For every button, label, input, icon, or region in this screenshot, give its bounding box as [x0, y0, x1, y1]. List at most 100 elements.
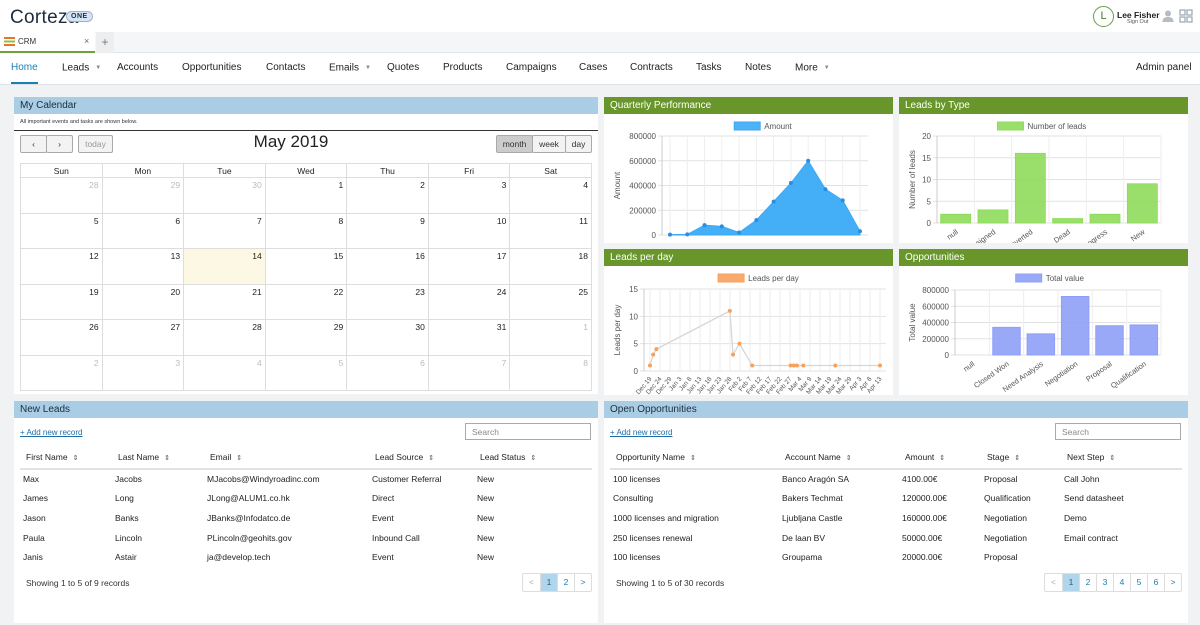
page-prev-button[interactable]: <: [1051, 577, 1056, 587]
calendar-day[interactable]: 27: [101, 319, 185, 356]
calendar-day[interactable]: 28: [20, 177, 103, 214]
nav-home[interactable]: Home: [11, 53, 38, 84]
prev-month-button[interactable]: ‹: [20, 135, 47, 153]
account-link[interactable]: Ljubljana Castle: [782, 512, 843, 523]
calendar-day-today[interactable]: 14: [183, 248, 266, 285]
sort-icon[interactable]: ⇕: [689, 454, 696, 462]
calendar-day[interactable]: 5: [264, 354, 348, 391]
calendar-day[interactable]: 30: [183, 177, 266, 214]
calendar-day[interactable]: 10: [427, 212, 511, 249]
page-button[interactable]: 6: [1147, 574, 1164, 591]
column-header[interactable]: First Name ⇕: [20, 445, 112, 470]
add-lead-button[interactable]: + Add new record: [20, 428, 83, 437]
calendar-day[interactable]: 17: [427, 248, 511, 285]
page-button[interactable]: 2: [557, 574, 574, 591]
day-view-button[interactable]: day: [565, 135, 592, 153]
calendar-day[interactable]: 31: [427, 319, 511, 356]
sort-icon[interactable]: ⇕: [1109, 454, 1116, 462]
column-header[interactable]: Lead Status ⇕: [474, 445, 592, 470]
nav-contracts[interactable]: Contracts: [630, 53, 673, 84]
sign-out-link[interactable]: Sign Out: [1127, 19, 1149, 25]
add-opportunity-button[interactable]: + Add new record: [610, 428, 673, 437]
calendar-day[interactable]: 22: [264, 283, 348, 320]
nav-tasks[interactable]: Tasks: [696, 53, 722, 84]
nav-accounts[interactable]: Accounts: [117, 53, 158, 84]
calendar-day[interactable]: 3: [101, 354, 185, 391]
column-header[interactable]: Account Name ⇕: [779, 445, 899, 470]
nav-contacts[interactable]: Contacts: [266, 53, 305, 84]
page-button[interactable]: 4: [1113, 574, 1130, 591]
page-button[interactable]: 2: [1079, 574, 1096, 591]
calendar-day[interactable]: 15: [264, 248, 348, 285]
page-button[interactable]: 1: [1062, 574, 1079, 591]
calendar-day[interactable]: 29: [101, 177, 185, 214]
calendar-day[interactable]: 7: [183, 212, 266, 249]
calendar-day[interactable]: 20: [101, 283, 185, 320]
calendar-day[interactable]: 2: [20, 354, 103, 391]
table-row[interactable]: Jason Banks JBanks@Infodatco.de Event New: [20, 508, 592, 528]
calendar-day[interactable]: 1: [264, 177, 348, 214]
tab-close-icon[interactable]: ×: [84, 36, 90, 46]
column-header[interactable]: Last Name ⇕: [112, 445, 204, 470]
table-row[interactable]: 250 licenses renewal De laan BV 50000.00€ N…: [610, 528, 1182, 548]
add-tab-button[interactable]: +: [96, 32, 114, 53]
calendar-day[interactable]: 18: [509, 248, 592, 285]
calendar-day[interactable]: 9: [346, 212, 429, 249]
nav-quotes[interactable]: Quotes: [387, 53, 419, 84]
calendar-day[interactable]: 6: [346, 354, 429, 391]
sort-icon[interactable]: ⇕: [236, 454, 243, 462]
table-row[interactable]: Consulting Bakers Techmat 120000.00€ Qualif…: [610, 489, 1182, 509]
calendar-day[interactable]: 11: [509, 212, 592, 249]
calendar-day[interactable]: 29: [264, 319, 348, 356]
page-button[interactable]: 1: [540, 574, 557, 591]
sort-icon[interactable]: ⇕: [1014, 454, 1021, 462]
table-row[interactable]: Paula Lincoln PLincoln@geohits.gov Inbound …: [20, 528, 592, 548]
calendar-day[interactable]: 25: [509, 283, 592, 320]
tab-crm[interactable]: CRM ×: [0, 32, 95, 53]
nav-opportunities[interactable]: Opportunities: [182, 53, 241, 84]
calendar-day[interactable]: 13: [101, 248, 185, 285]
calendar-day[interactable]: 21: [183, 283, 266, 320]
calendar-day[interactable]: 19: [20, 283, 103, 320]
column-header[interactable]: Email ⇕: [204, 445, 369, 470]
sort-icon[interactable]: ⇕: [845, 454, 852, 462]
page-button[interactable]: 3: [1096, 574, 1113, 591]
account-link[interactable]: Bakers Techmat: [782, 493, 843, 504]
nav-leads[interactable]: Leads ▼: [62, 53, 101, 84]
nav-more[interactable]: More ▼: [795, 53, 830, 84]
account-link[interactable]: Banco Aragón SA: [782, 474, 850, 485]
column-header[interactable]: Next Step ⇕: [1061, 445, 1182, 470]
apps-grid-icon[interactable]: [1179, 9, 1193, 23]
nav-admin-panel[interactable]: Admin panel: [1136, 62, 1192, 73]
column-header[interactable]: Stage ⇕: [981, 445, 1061, 470]
nav-emails[interactable]: Emails ▼: [329, 53, 371, 84]
page-button[interactable]: 5: [1130, 574, 1147, 591]
account-link[interactable]: Groupama: [782, 552, 823, 563]
page-next-button[interactable]: >: [574, 574, 591, 591]
sort-icon[interactable]: ⇕: [530, 454, 537, 462]
next-month-button[interactable]: ›: [46, 135, 73, 153]
calendar-day[interactable]: 7: [427, 354, 511, 391]
calendar-day[interactable]: 28: [183, 319, 266, 356]
nav-campaigns[interactable]: Campaigns: [506, 53, 557, 84]
calendar-day[interactable]: 2: [346, 177, 429, 214]
sort-icon[interactable]: ⇕: [939, 454, 946, 462]
calendar-day[interactable]: 6: [101, 212, 185, 249]
table-row[interactable]: Max Jacobs MJacobs@Windyroadinc.com Custome…: [20, 469, 592, 489]
nav-products[interactable]: Products: [443, 53, 482, 84]
page-next-button[interactable]: >: [1164, 574, 1181, 591]
calendar-day[interactable]: 5: [20, 212, 103, 249]
account-link[interactable]: De laan BV: [782, 532, 825, 543]
person-icon[interactable]: [1161, 9, 1175, 23]
sort-icon[interactable]: ⇕: [164, 454, 170, 462]
user-avatar[interactable]: L: [1093, 6, 1114, 27]
table-row[interactable]: 100 licenses Banco Aragón SA 4100.00€ Propo…: [610, 469, 1182, 489]
calendar-day[interactable]: 24: [427, 283, 511, 320]
table-row[interactable]: James Long JLong@ALUM1.co.hk Direct New: [20, 489, 592, 509]
calendar-day[interactable]: 4: [509, 177, 592, 214]
calendar-day[interactable]: 8: [264, 212, 348, 249]
leads-search-input[interactable]: [465, 423, 591, 440]
nav-notes[interactable]: Notes: [745, 53, 771, 84]
today-button[interactable]: today: [78, 135, 113, 153]
calendar-day[interactable]: 3: [427, 177, 511, 214]
